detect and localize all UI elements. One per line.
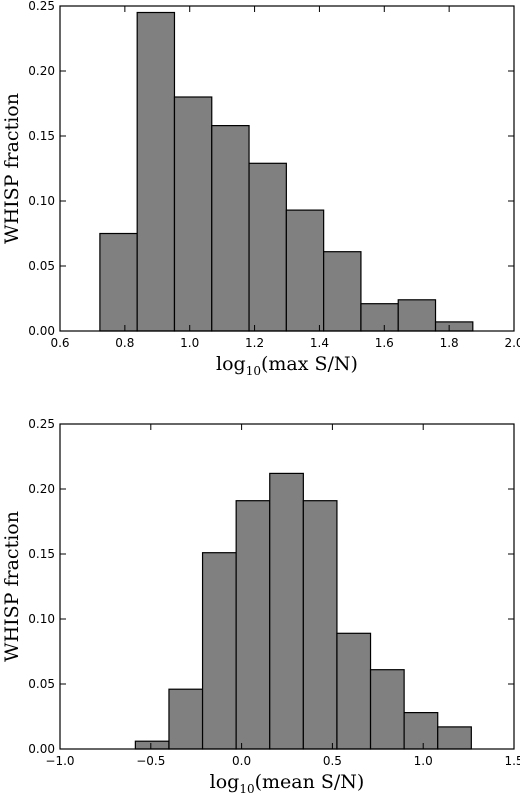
- histogram-bar: [285, 209, 325, 332]
- y-tick-label: 0.20: [28, 482, 55, 496]
- histogram-bar: [360, 303, 399, 332]
- histogram-bar: [323, 251, 362, 332]
- histogram-bar: [99, 232, 138, 332]
- histogram-bar: [235, 500, 271, 750]
- histogram-bar: [269, 472, 304, 750]
- histogram-bar: [369, 669, 405, 750]
- x-axis-label-subscript: 10: [239, 782, 254, 793]
- x-tick-label: 1.0: [414, 754, 433, 768]
- y-tick-label: 0.25: [28, 417, 55, 431]
- x-tick-label: −0.5: [136, 754, 165, 768]
- x-axis-label-prefix: log: [216, 353, 246, 375]
- x-tick-label: 1.2: [245, 336, 264, 350]
- plot-frame: [59, 5, 515, 332]
- x-axis-label: log10(mean S/N): [210, 771, 365, 793]
- x-tick-label: 1.6: [375, 336, 394, 350]
- x-axis-label-prefix: log: [210, 771, 240, 793]
- x-tick-label: 0.8: [115, 336, 134, 350]
- x-tick-label: 2.0: [504, 336, 520, 350]
- plot-frame: [59, 423, 515, 750]
- y-tick-label: 0.00: [28, 742, 55, 756]
- x-tick-label: 1.4: [310, 336, 329, 350]
- y-axis-label: WHISP fraction: [1, 511, 23, 662]
- x-axis-label-suffix: (mean S/N): [255, 771, 365, 793]
- y-tick-label: 0.05: [28, 677, 55, 691]
- y-tick-label: 0.00: [28, 324, 55, 338]
- y-axis-label: WHISP fraction: [1, 93, 23, 244]
- histogram-bar: [434, 321, 474, 332]
- y-tick-label: 0.10: [28, 612, 55, 626]
- max-sn-histogram-panel: 0.6 0.8 1.0 1.2 1.4 1.6 1.8 2.0 0.00 0.05 0.10 0.15…: [1, 0, 520, 378]
- histogram-bar: [403, 711, 439, 750]
- x-tick-label: 0.0: [232, 754, 251, 768]
- histogram-bar: [168, 688, 204, 750]
- x-tick-label: −1.0: [45, 754, 74, 768]
- x-axis-label: log10(max S/N): [216, 353, 358, 378]
- y-tick-label: 0.20: [28, 64, 55, 78]
- y-tick-label: 0.25: [28, 0, 55, 13]
- histogram-bar: [134, 740, 170, 750]
- histogram-bar: [201, 552, 237, 750]
- histogram-bar: [302, 500, 338, 750]
- x-axis-label-suffix: (max S/N): [261, 353, 358, 375]
- mean-sn-histogram-panel: −1.0 −0.5 0.0 0.5 1.0 1.5 0.00 0.05 0.10 0.15 0.20…: [1, 417, 520, 793]
- y-tick-label: 0.15: [28, 547, 55, 561]
- x-tick-label: 0.5: [323, 754, 342, 768]
- histogram-bar: [397, 299, 437, 332]
- y-tick-label: 0.10: [28, 194, 55, 208]
- histogram-bar: [437, 726, 472, 750]
- histogram-bar: [173, 96, 213, 332]
- x-tick-label: 0.6: [50, 336, 69, 350]
- histogram-bar: [336, 632, 372, 750]
- y-tick-label: 0.15: [28, 129, 55, 143]
- x-tick-label: 1.8: [440, 336, 459, 350]
- x-tick-label: 1.5: [504, 754, 520, 768]
- histogram-bar: [248, 162, 287, 332]
- x-tick-label: 1.0: [180, 336, 199, 350]
- histogram-bar: [136, 11, 176, 332]
- y-tick-label: 0.05: [28, 259, 55, 273]
- histogram-bar: [211, 124, 250, 332]
- x-axis-label-subscript: 10: [246, 364, 261, 378]
